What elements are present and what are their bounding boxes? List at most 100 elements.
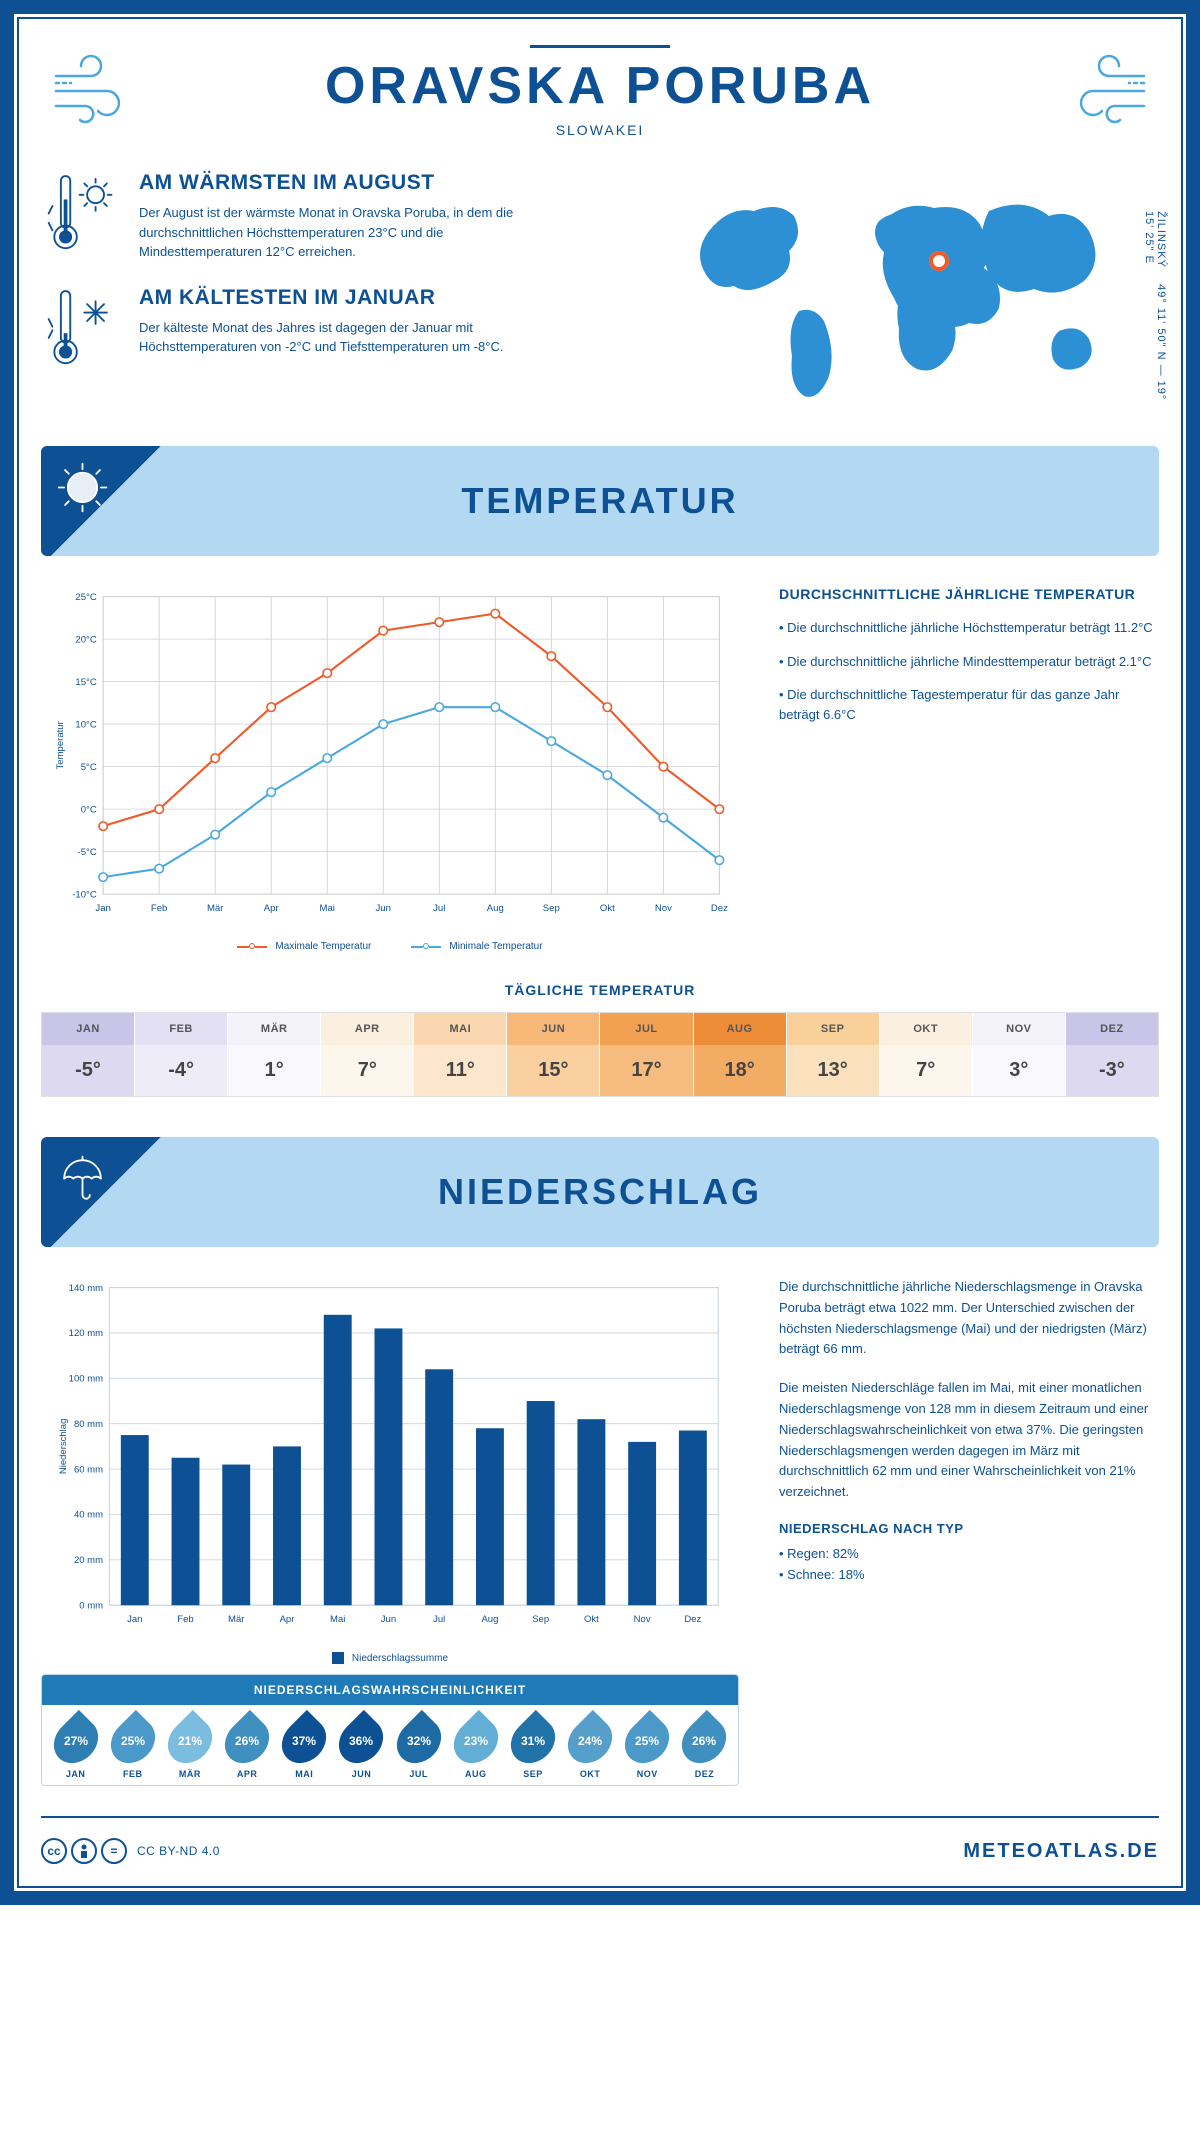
warmest-block: AM WÄRMSTEN IM AUGUST Der August ist der… <box>41 171 649 262</box>
probability-drop: 27% JAN <box>48 1717 103 1779</box>
svg-text:Jan: Jan <box>95 903 110 914</box>
svg-text:80 mm: 80 mm <box>74 1419 103 1430</box>
coldest-title: AM KÄLTESTEN IM JANUAR <box>139 286 519 310</box>
daily-temp-cell: NOV 3° <box>973 1013 1066 1096</box>
coldest-text: Der kälteste Monat des Jahres ist dagege… <box>139 318 519 357</box>
probability-drop: 36% JUN <box>334 1717 389 1779</box>
temperature-heading: TEMPERATUR <box>461 480 738 522</box>
svg-text:Dez: Dez <box>711 903 728 914</box>
svg-text:Nov: Nov <box>655 903 672 914</box>
by-icon <box>71 1838 97 1864</box>
svg-text:Jun: Jun <box>381 1614 396 1625</box>
svg-text:20°C: 20°C <box>75 634 96 645</box>
precip-banner: NIEDERSCHLAG <box>41 1137 1159 1247</box>
world-map: ŽILINSKÝ 49° 11' 50" N — 19° 15' 25" E <box>679 171 1159 416</box>
precip-snow: • Schnee: 18% <box>779 1565 1159 1586</box>
probability-drop: 26% DEZ <box>677 1717 732 1779</box>
daily-temp-cell: FEB -4° <box>135 1013 228 1096</box>
cc-icons: cc = <box>41 1838 127 1864</box>
probability-drop: 23% AUG <box>448 1717 503 1779</box>
probability-drop: 31% SEP <box>505 1717 560 1779</box>
probability-title: NIEDERSCHLAGSWAHRSCHEINLICHKEIT <box>42 1675 738 1705</box>
thermometer-cold-icon <box>41 286 121 371</box>
precip-chart: 0 mm20 mm40 mm60 mm80 mm100 mm120 mm140 … <box>41 1277 739 1637</box>
license-text: CC BY-ND 4.0 <box>137 1844 220 1858</box>
wind-icon-left <box>41 41 161 141</box>
svg-text:Mär: Mär <box>207 903 224 914</box>
svg-text:Okt: Okt <box>600 903 615 914</box>
temp-bullet-3: • Die durchschnittliche Tagestemperatur … <box>779 685 1159 724</box>
coords-label: ŽILINSKÝ 49° 11' 50" N — 19° 15' 25" E <box>1143 211 1167 416</box>
daily-temp-cell: OKT 7° <box>880 1013 973 1096</box>
probability-box: NIEDERSCHLAGSWAHRSCHEINLICHKEIT 27% JAN2… <box>41 1674 739 1786</box>
svg-text:Aug: Aug <box>487 903 504 914</box>
umbrella-icon <box>41 1137 171 1247</box>
daily-temp-cell: MAI 11° <box>414 1013 507 1096</box>
coldest-block: AM KÄLTESTEN IM JANUAR Der kälteste Mona… <box>41 286 649 371</box>
temperature-info: DURCHSCHNITTLICHE JÄHRLICHE TEMPERATUR •… <box>779 586 1159 952</box>
daily-temp-cell: DEZ -3° <box>1066 1013 1158 1096</box>
probability-drop: 25% NOV <box>620 1717 675 1779</box>
svg-text:Okt: Okt <box>584 1614 599 1625</box>
svg-text:0°C: 0°C <box>81 804 97 815</box>
svg-text:-5°C: -5°C <box>78 847 97 858</box>
svg-text:0 mm: 0 mm <box>79 1600 103 1611</box>
svg-text:25°C: 25°C <box>75 592 96 603</box>
svg-text:Mai: Mai <box>320 903 335 914</box>
svg-text:Niederschlag: Niederschlag <box>58 1419 69 1475</box>
svg-text:Feb: Feb <box>177 1614 193 1625</box>
svg-text:100 mm: 100 mm <box>69 1374 103 1385</box>
thermometer-hot-icon <box>41 171 121 262</box>
warmest-text: Der August ist der wärmste Monat in Orav… <box>139 203 519 262</box>
precip-chart-legend: Niederschlagssumme <box>41 1652 739 1664</box>
temp-chart-legend: Maximale Temperatur Minimale Temperatur <box>41 941 739 952</box>
temp-info-title: DURCHSCHNITTLICHE JÄHRLICHE TEMPERATUR <box>779 586 1159 602</box>
svg-text:Dez: Dez <box>684 1614 701 1625</box>
warmest-title: AM WÄRMSTEN IM AUGUST <box>139 171 519 195</box>
daily-temp-cell: APR 7° <box>321 1013 414 1096</box>
precip-info: Die durchschnittliche jährliche Niedersc… <box>779 1277 1159 1786</box>
svg-text:Jul: Jul <box>433 903 445 914</box>
svg-text:10°C: 10°C <box>75 719 96 730</box>
daily-temp-cell: MÄR 1° <box>228 1013 321 1096</box>
svg-text:Sep: Sep <box>543 903 560 914</box>
daily-temp-cell: AUG 18° <box>694 1013 787 1096</box>
probability-drop: 25% FEB <box>105 1717 160 1779</box>
svg-text:Aug: Aug <box>481 1614 498 1625</box>
svg-text:5°C: 5°C <box>81 762 97 773</box>
daily-temp-grid: JAN -5°FEB -4°MÄR 1°APR 7°MAI 11°JUN 15°… <box>41 1012 1159 1097</box>
svg-text:Temperatur: Temperatur <box>55 720 66 769</box>
svg-text:Sep: Sep <box>532 1614 549 1625</box>
sun-icon <box>41 446 171 556</box>
probability-drop: 37% MAI <box>277 1717 332 1779</box>
svg-text:Nov: Nov <box>634 1614 651 1625</box>
svg-text:20 mm: 20 mm <box>74 1555 103 1566</box>
probability-drop: 24% OKT <box>563 1717 618 1779</box>
daily-temp-cell: JUN 15° <box>507 1013 600 1096</box>
temperature-chart: -10°C-5°C0°C5°C10°C15°C20°C25°CJanFebMär… <box>41 586 739 952</box>
svg-text:Apr: Apr <box>264 903 280 914</box>
svg-text:140 mm: 140 mm <box>69 1283 103 1294</box>
temp-bullet-2: • Die durchschnittliche jährliche Mindes… <box>779 652 1159 672</box>
wind-icon-right <box>1039 41 1159 141</box>
probability-drop: 21% MÄR <box>162 1717 217 1779</box>
svg-text:-10°C: -10°C <box>72 889 97 900</box>
header: ORAVSKA PORUBA SLOWAKEI <box>41 41 1159 141</box>
svg-text:40 mm: 40 mm <box>74 1510 103 1521</box>
nd-icon: = <box>101 1838 127 1864</box>
country-label: SLOWAKEI <box>161 122 1039 138</box>
precip-p2: Die meisten Niederschläge fallen im Mai,… <box>779 1378 1159 1503</box>
temp-bullet-1: • Die durchschnittliche jährliche Höchst… <box>779 618 1159 638</box>
probability-drop: 26% APR <box>220 1717 275 1779</box>
precip-type-title: NIEDERSCHLAG NACH TYP <box>779 1521 1159 1536</box>
daily-temp-title: TÄGLICHE TEMPERATUR <box>41 982 1159 998</box>
precip-heading: NIEDERSCHLAG <box>438 1171 762 1213</box>
svg-text:15°C: 15°C <box>75 677 96 688</box>
svg-text:Jul: Jul <box>433 1614 445 1625</box>
site-name: METEOATLAS.DE <box>963 1840 1159 1863</box>
probability-drop: 32% JUL <box>391 1717 446 1779</box>
svg-text:Jun: Jun <box>376 903 391 914</box>
temperature-banner: TEMPERATUR <box>41 446 1159 556</box>
svg-text:Apr: Apr <box>280 1614 296 1625</box>
svg-text:Mai: Mai <box>330 1614 345 1625</box>
